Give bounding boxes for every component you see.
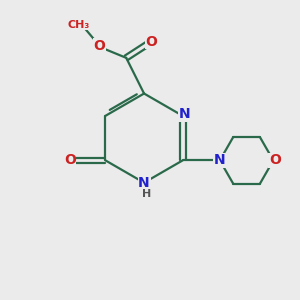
Text: N: N: [138, 176, 150, 190]
Text: O: O: [146, 34, 158, 49]
Text: N: N: [214, 153, 226, 167]
Text: H: H: [142, 189, 151, 199]
Text: N: N: [178, 107, 190, 121]
Text: O: O: [269, 153, 281, 167]
Text: CH₃: CH₃: [68, 20, 90, 30]
Text: O: O: [64, 153, 76, 167]
Text: O: O: [94, 39, 105, 53]
